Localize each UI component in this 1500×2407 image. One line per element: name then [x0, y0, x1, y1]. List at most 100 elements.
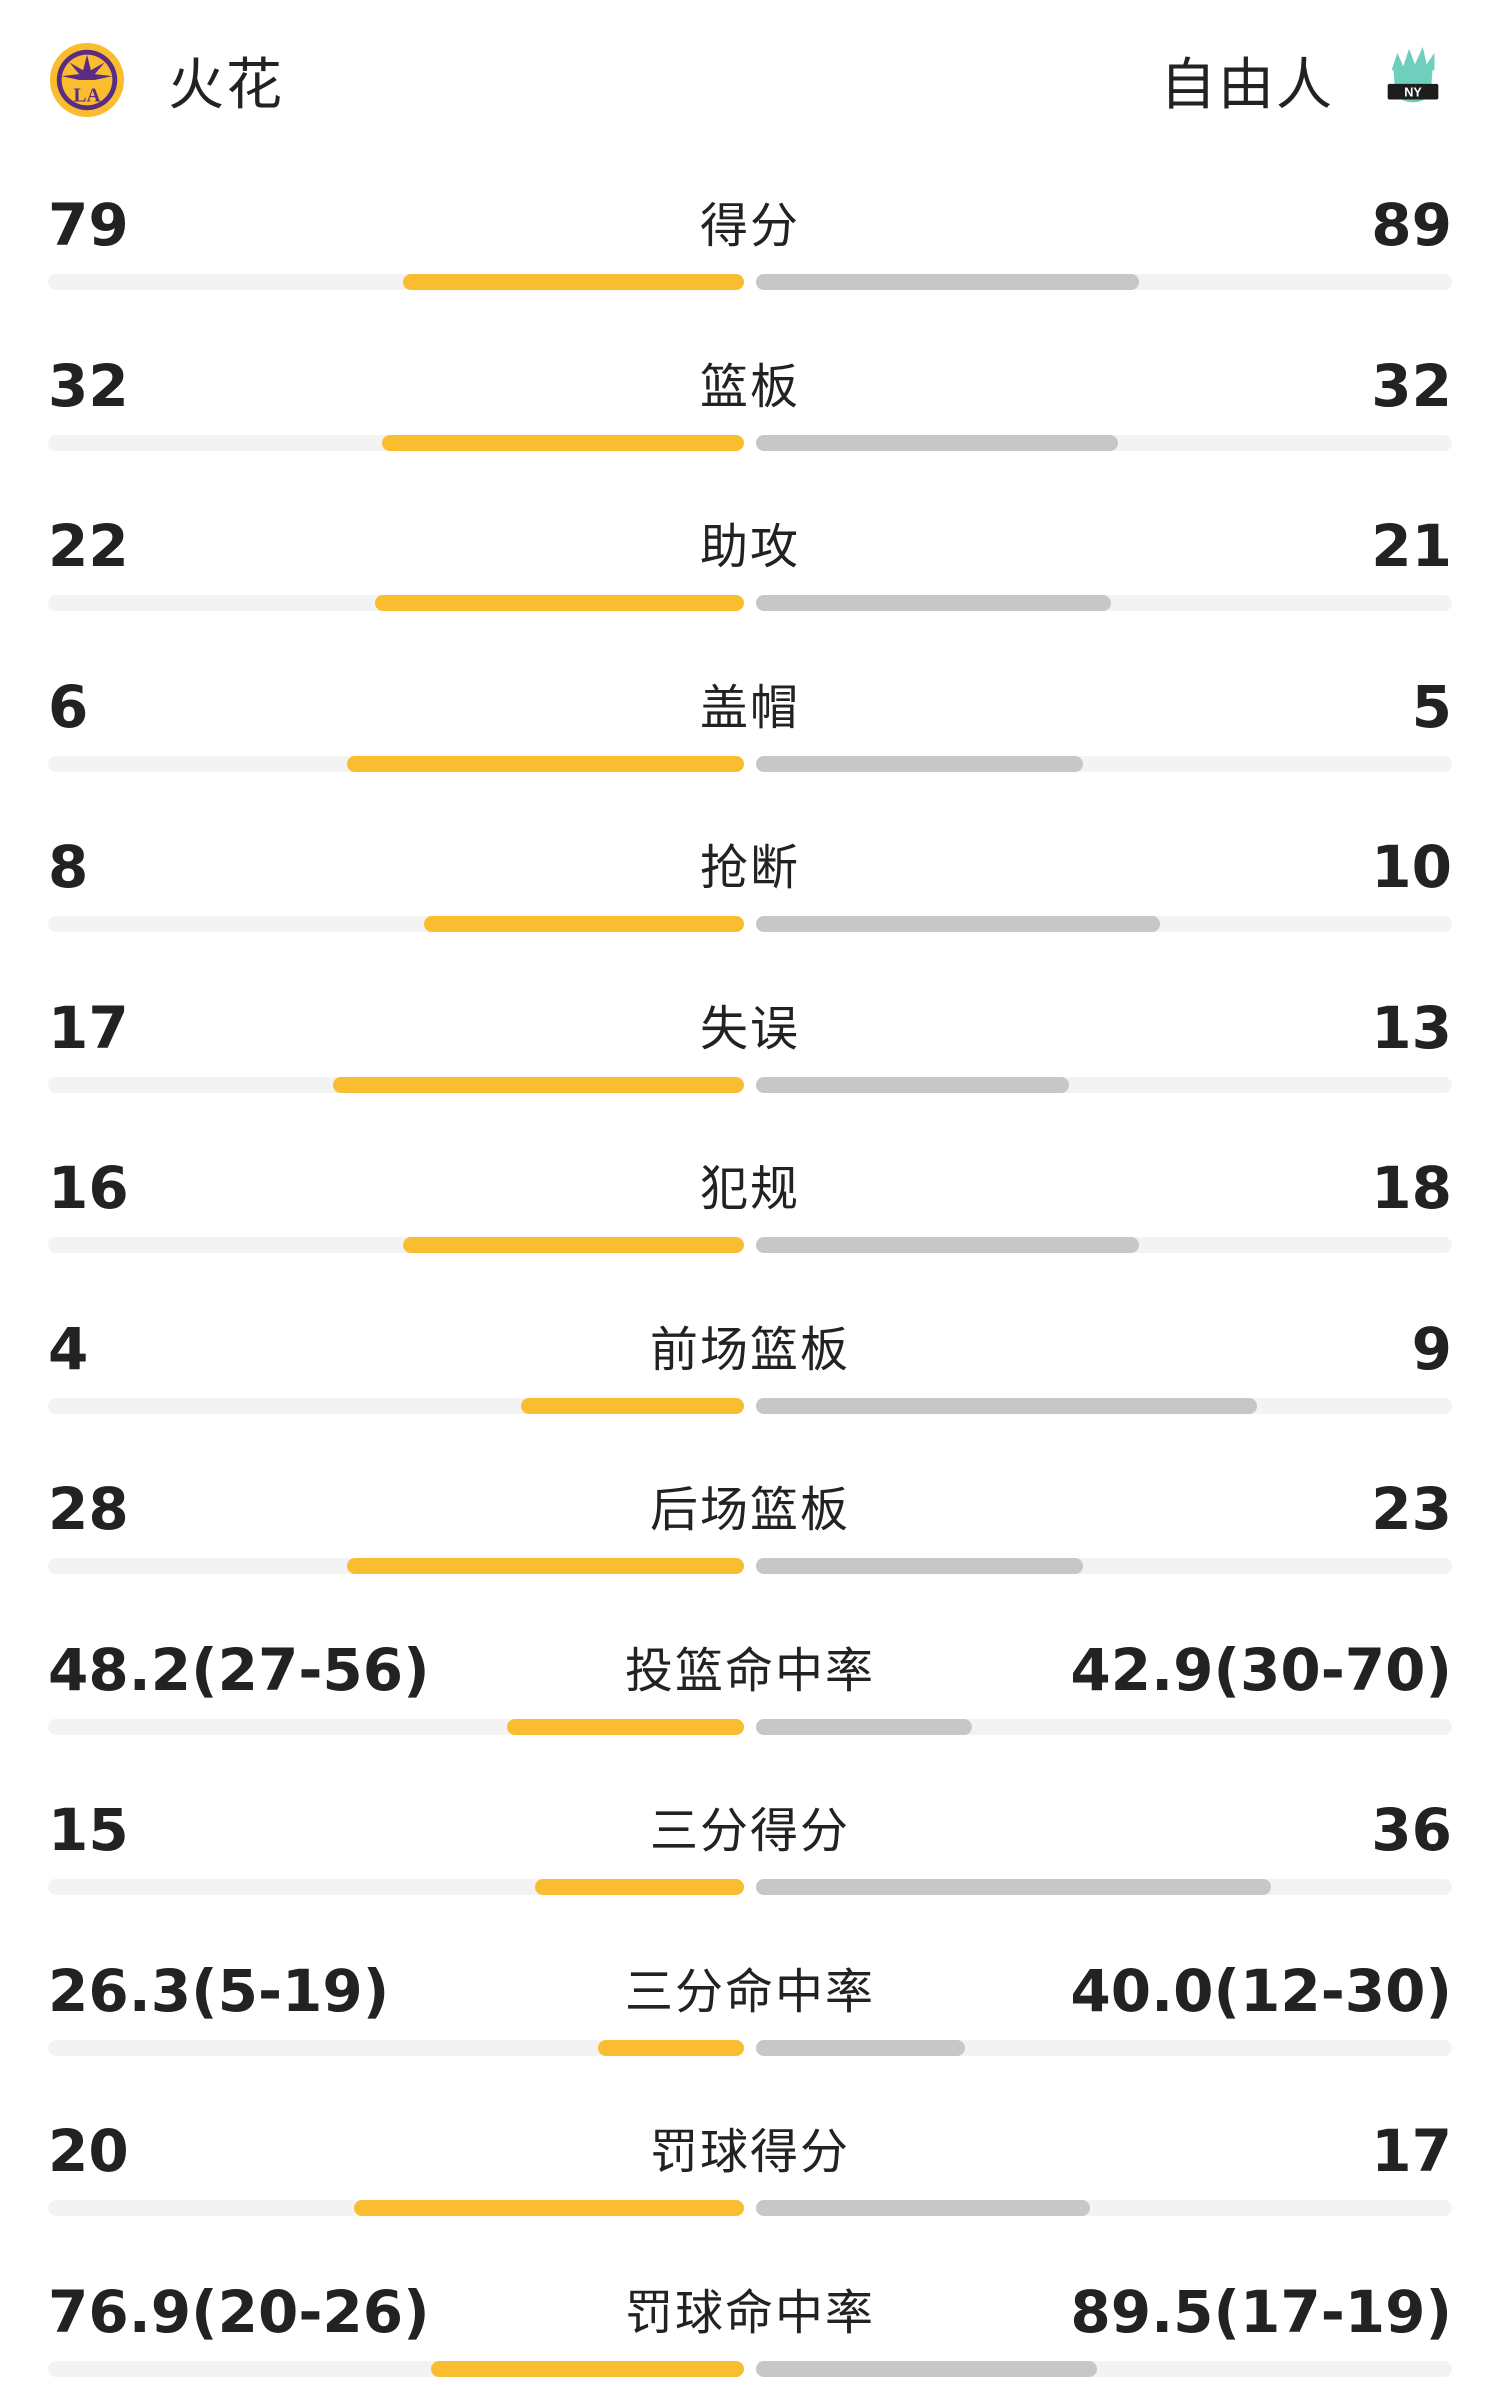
- home-bar-track: [48, 1879, 744, 1895]
- away-bar: [756, 756, 1083, 772]
- stat-label: 抢断: [0, 838, 1500, 898]
- home-bar-track: [48, 274, 744, 290]
- away-bar: [756, 916, 1160, 932]
- home-bar: [403, 274, 744, 290]
- away-team[interactable]: 自由人 NY: [1160, 40, 1452, 120]
- home-bar: [347, 756, 744, 772]
- home-bar: [403, 1237, 744, 1253]
- home-bar-track: [48, 1398, 744, 1414]
- home-bar-track: [48, 1077, 744, 1093]
- away-bar: [756, 1879, 1271, 1895]
- home-bar-track: [48, 916, 744, 932]
- home-bar-track: [48, 1237, 744, 1253]
- home-bar: [431, 2361, 744, 2377]
- away-value: 17: [1371, 2116, 1452, 2186]
- away-bar-track: [756, 435, 1452, 451]
- away-bar: [756, 1719, 972, 1735]
- away-bar-track: [756, 1879, 1452, 1895]
- stat-label: 后场篮板: [0, 1480, 1500, 1540]
- away-value: 23: [1371, 1474, 1452, 1544]
- stat-label: 篮板: [0, 357, 1500, 417]
- stat-label: 盖帽: [0, 678, 1500, 738]
- away-bar-track: [756, 1398, 1452, 1414]
- home-bar-track: [48, 2361, 744, 2377]
- away-value: 9: [1412, 1314, 1452, 1384]
- home-bar-track: [48, 435, 744, 451]
- home-bar-track: [48, 595, 744, 611]
- away-bar: [756, 595, 1111, 611]
- home-bar: [521, 1398, 744, 1414]
- stat-label: 助攻: [0, 517, 1500, 577]
- away-bar-track: [756, 2200, 1452, 2216]
- away-bar: [756, 2200, 1090, 2216]
- away-value: 13: [1371, 993, 1452, 1063]
- away-bar: [756, 2040, 965, 2056]
- away-bar-track: [756, 1558, 1452, 1574]
- ny-liberty-logo-icon: NY: [1374, 41, 1452, 119]
- away-bar-track: [756, 1077, 1452, 1093]
- away-bar: [756, 1237, 1139, 1253]
- away-bar: [756, 1398, 1257, 1414]
- home-bar: [382, 435, 744, 451]
- home-bar-track: [48, 2040, 744, 2056]
- home-bar: [424, 916, 744, 932]
- home-bar: [598, 2040, 744, 2056]
- home-team-name: 火花: [168, 40, 284, 121]
- home-bar-track: [48, 1719, 744, 1735]
- away-bar-track: [756, 2361, 1452, 2377]
- home-bar-track: [48, 2200, 744, 2216]
- away-value: 36: [1371, 1795, 1452, 1865]
- svg-text:NY: NY: [1404, 86, 1422, 100]
- stat-label: 犯规: [0, 1159, 1500, 1219]
- svg-text:LA: LA: [73, 85, 100, 106]
- stat-label: 失误: [0, 999, 1500, 1059]
- away-bar: [756, 274, 1139, 290]
- away-bar-track: [756, 274, 1452, 290]
- away-bar-track: [756, 756, 1452, 772]
- home-bar-track: [48, 1558, 744, 1574]
- stat-label: 罚球得分: [0, 2122, 1500, 2182]
- away-value: 21: [1371, 511, 1452, 581]
- away-value: 32: [1371, 351, 1452, 421]
- home-bar: [507, 1719, 744, 1735]
- away-value: 10: [1371, 832, 1452, 902]
- stat-label: 得分: [0, 196, 1500, 256]
- away-value: 18: [1371, 1153, 1452, 1223]
- away-team-name: 自由人: [1160, 40, 1334, 121]
- away-value: 40.0(12-30): [1070, 1956, 1452, 2026]
- away-bar: [756, 1077, 1069, 1093]
- away-bar-track: [756, 2040, 1452, 2056]
- away-bar-track: [756, 1719, 1452, 1735]
- home-bar-track: [48, 756, 744, 772]
- away-value: 42.9(30-70): [1070, 1635, 1452, 1705]
- home-bar: [375, 595, 744, 611]
- home-bar: [347, 1558, 744, 1574]
- home-bar: [535, 1879, 744, 1895]
- away-bar-track: [756, 595, 1452, 611]
- away-value: 5: [1412, 672, 1452, 742]
- away-value: 89.5(17-19): [1070, 2277, 1452, 2347]
- home-bar: [354, 2200, 744, 2216]
- home-bar: [333, 1077, 744, 1093]
- away-bar: [756, 1558, 1083, 1574]
- home-team[interactable]: LA 火花: [48, 40, 284, 120]
- away-bar: [756, 2361, 1097, 2377]
- away-value: 89: [1371, 190, 1452, 260]
- away-bar: [756, 435, 1118, 451]
- stat-label: 三分得分: [0, 1801, 1500, 1861]
